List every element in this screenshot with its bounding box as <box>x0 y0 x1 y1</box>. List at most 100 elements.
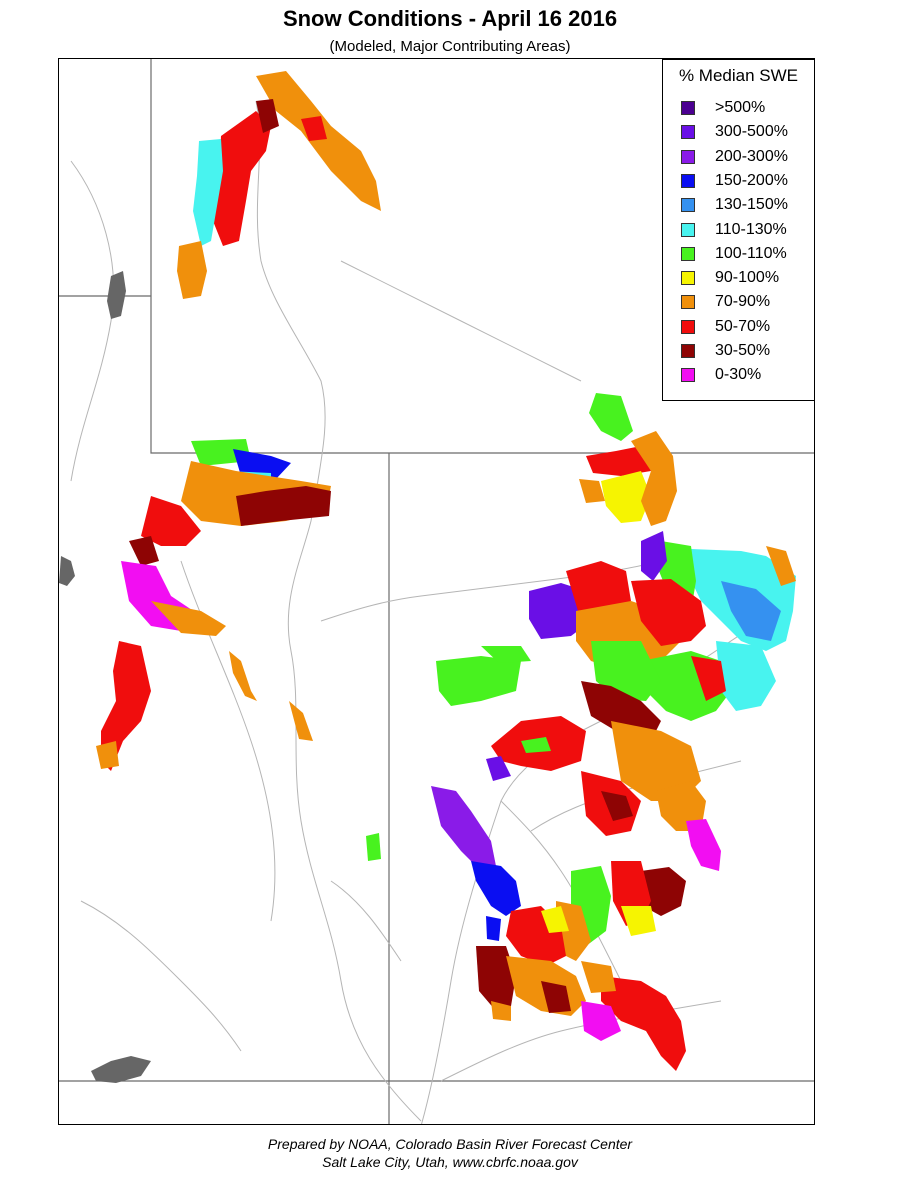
legend: % Median SWE >500% 300-500% 200-300% 150-20… <box>662 59 815 401</box>
legend-swatch <box>681 125 695 140</box>
basin-area <box>213 111 271 246</box>
state-borders <box>59 59 814 1124</box>
basin-area <box>766 546 796 586</box>
legend-item: 150-200% <box>681 171 811 191</box>
legend-item: 110-130% <box>681 220 811 240</box>
legend-label: 90-100% <box>715 269 780 287</box>
basin-area <box>589 393 633 441</box>
basin-area <box>656 781 706 831</box>
legend-label: 150-200% <box>715 171 788 189</box>
basin-area <box>431 786 496 869</box>
wind-river <box>340 260 582 382</box>
legend-item: 30-50% <box>681 341 811 361</box>
basin-area <box>481 646 531 663</box>
legend-label: 110-130% <box>715 220 787 238</box>
basin-area <box>556 901 591 961</box>
basin-area <box>721 581 781 641</box>
basin-area <box>686 819 721 871</box>
basin-area <box>491 1001 511 1021</box>
lake-powell <box>91 1056 151 1083</box>
basin-area <box>476 946 516 1011</box>
dolores-river <box>500 800 622 982</box>
legend-item: >500% <box>681 98 811 118</box>
basin-area <box>486 756 511 781</box>
legend-item: 70-90% <box>681 292 811 312</box>
legend-swatch <box>681 368 695 383</box>
basin-area <box>641 867 686 916</box>
basin-area <box>601 471 651 523</box>
legend-swatch <box>681 344 695 358</box>
map-subtitle: (Modeled, Major Contributing Areas) <box>329 38 571 55</box>
basin-area <box>581 681 661 741</box>
basin-area <box>716 641 776 711</box>
basin-area <box>631 579 706 646</box>
basin-area <box>191 439 251 466</box>
basin-area <box>233 449 291 479</box>
escalante-river <box>330 880 402 962</box>
legend-label: 70-90% <box>715 293 771 311</box>
basin-area <box>581 1001 621 1041</box>
map-title: Snow Conditions - April 16 2016 <box>282 6 618 31</box>
utah-lake <box>59 556 75 586</box>
basin-area <box>631 431 677 526</box>
credit-line-2: Salt Lake City, Utah, www.cbrfc.noaa.gov <box>322 1154 578 1170</box>
legend-swatch <box>681 271 695 286</box>
legend-swatch <box>681 198 695 213</box>
green-river <box>255 100 422 1122</box>
basin-area <box>581 961 616 993</box>
basin-area <box>256 99 279 133</box>
basin-area <box>611 721 701 801</box>
basin-area <box>96 741 119 769</box>
basin-area <box>229 651 257 701</box>
basin-area <box>486 916 501 941</box>
basin-area <box>436 656 521 706</box>
legend-label: 30-50% <box>715 342 771 359</box>
legend-swatch <box>681 173 695 188</box>
credit-line-1: Prepared by NOAA, Colorado Basin River F… <box>267 1136 633 1152</box>
legend-swatch <box>681 246 695 261</box>
legend-label: >500% <box>715 99 766 116</box>
basin-area <box>541 906 569 933</box>
basin-area <box>151 601 226 636</box>
legend-item: 100-110% <box>681 244 811 264</box>
basin-area <box>289 701 313 741</box>
basin-area <box>301 116 327 141</box>
wyoming-idaho-border <box>150 59 389 454</box>
basin-area <box>601 976 686 1071</box>
basin-area <box>256 71 381 211</box>
bear-lake <box>107 271 126 319</box>
legend-swatch <box>681 222 695 237</box>
basin-area <box>177 241 207 299</box>
legend-label: 300-500% <box>715 123 788 141</box>
legend-title: % Median SWE <box>678 66 799 85</box>
basin-area <box>193 139 223 246</box>
basin-area <box>691 656 726 701</box>
legend-swatch <box>681 149 695 164</box>
legend-label: 100-110% <box>715 244 787 262</box>
basin-area <box>541 981 571 1013</box>
legend-swatch <box>681 295 695 310</box>
legend-label: 200-300% <box>715 147 788 165</box>
basin-area <box>621 906 656 936</box>
legend-item: 130-150% <box>681 195 811 215</box>
map-frame <box>58 58 815 1125</box>
basin-area <box>521 737 551 753</box>
basin-area <box>129 536 159 566</box>
legend-swatch <box>681 319 695 334</box>
legend-swatch <box>681 101 695 115</box>
lakes <box>59 271 151 1083</box>
basin-area <box>101 641 151 771</box>
basin-area <box>141 496 201 546</box>
snow-areas <box>96 71 796 1071</box>
legend-item: 200-300% <box>681 147 811 167</box>
virgin-river <box>80 900 242 1052</box>
legend-label: 0-30% <box>715 366 762 384</box>
legend-item: 0-30% <box>681 365 811 385</box>
basin-area <box>579 479 605 503</box>
basin-area <box>366 833 381 861</box>
basin-area <box>236 486 331 526</box>
basin-area <box>601 791 633 821</box>
legend-label: 50-70% <box>715 317 771 335</box>
legend-item: 300-500% <box>681 122 811 142</box>
map-canvas <box>59 59 814 1124</box>
